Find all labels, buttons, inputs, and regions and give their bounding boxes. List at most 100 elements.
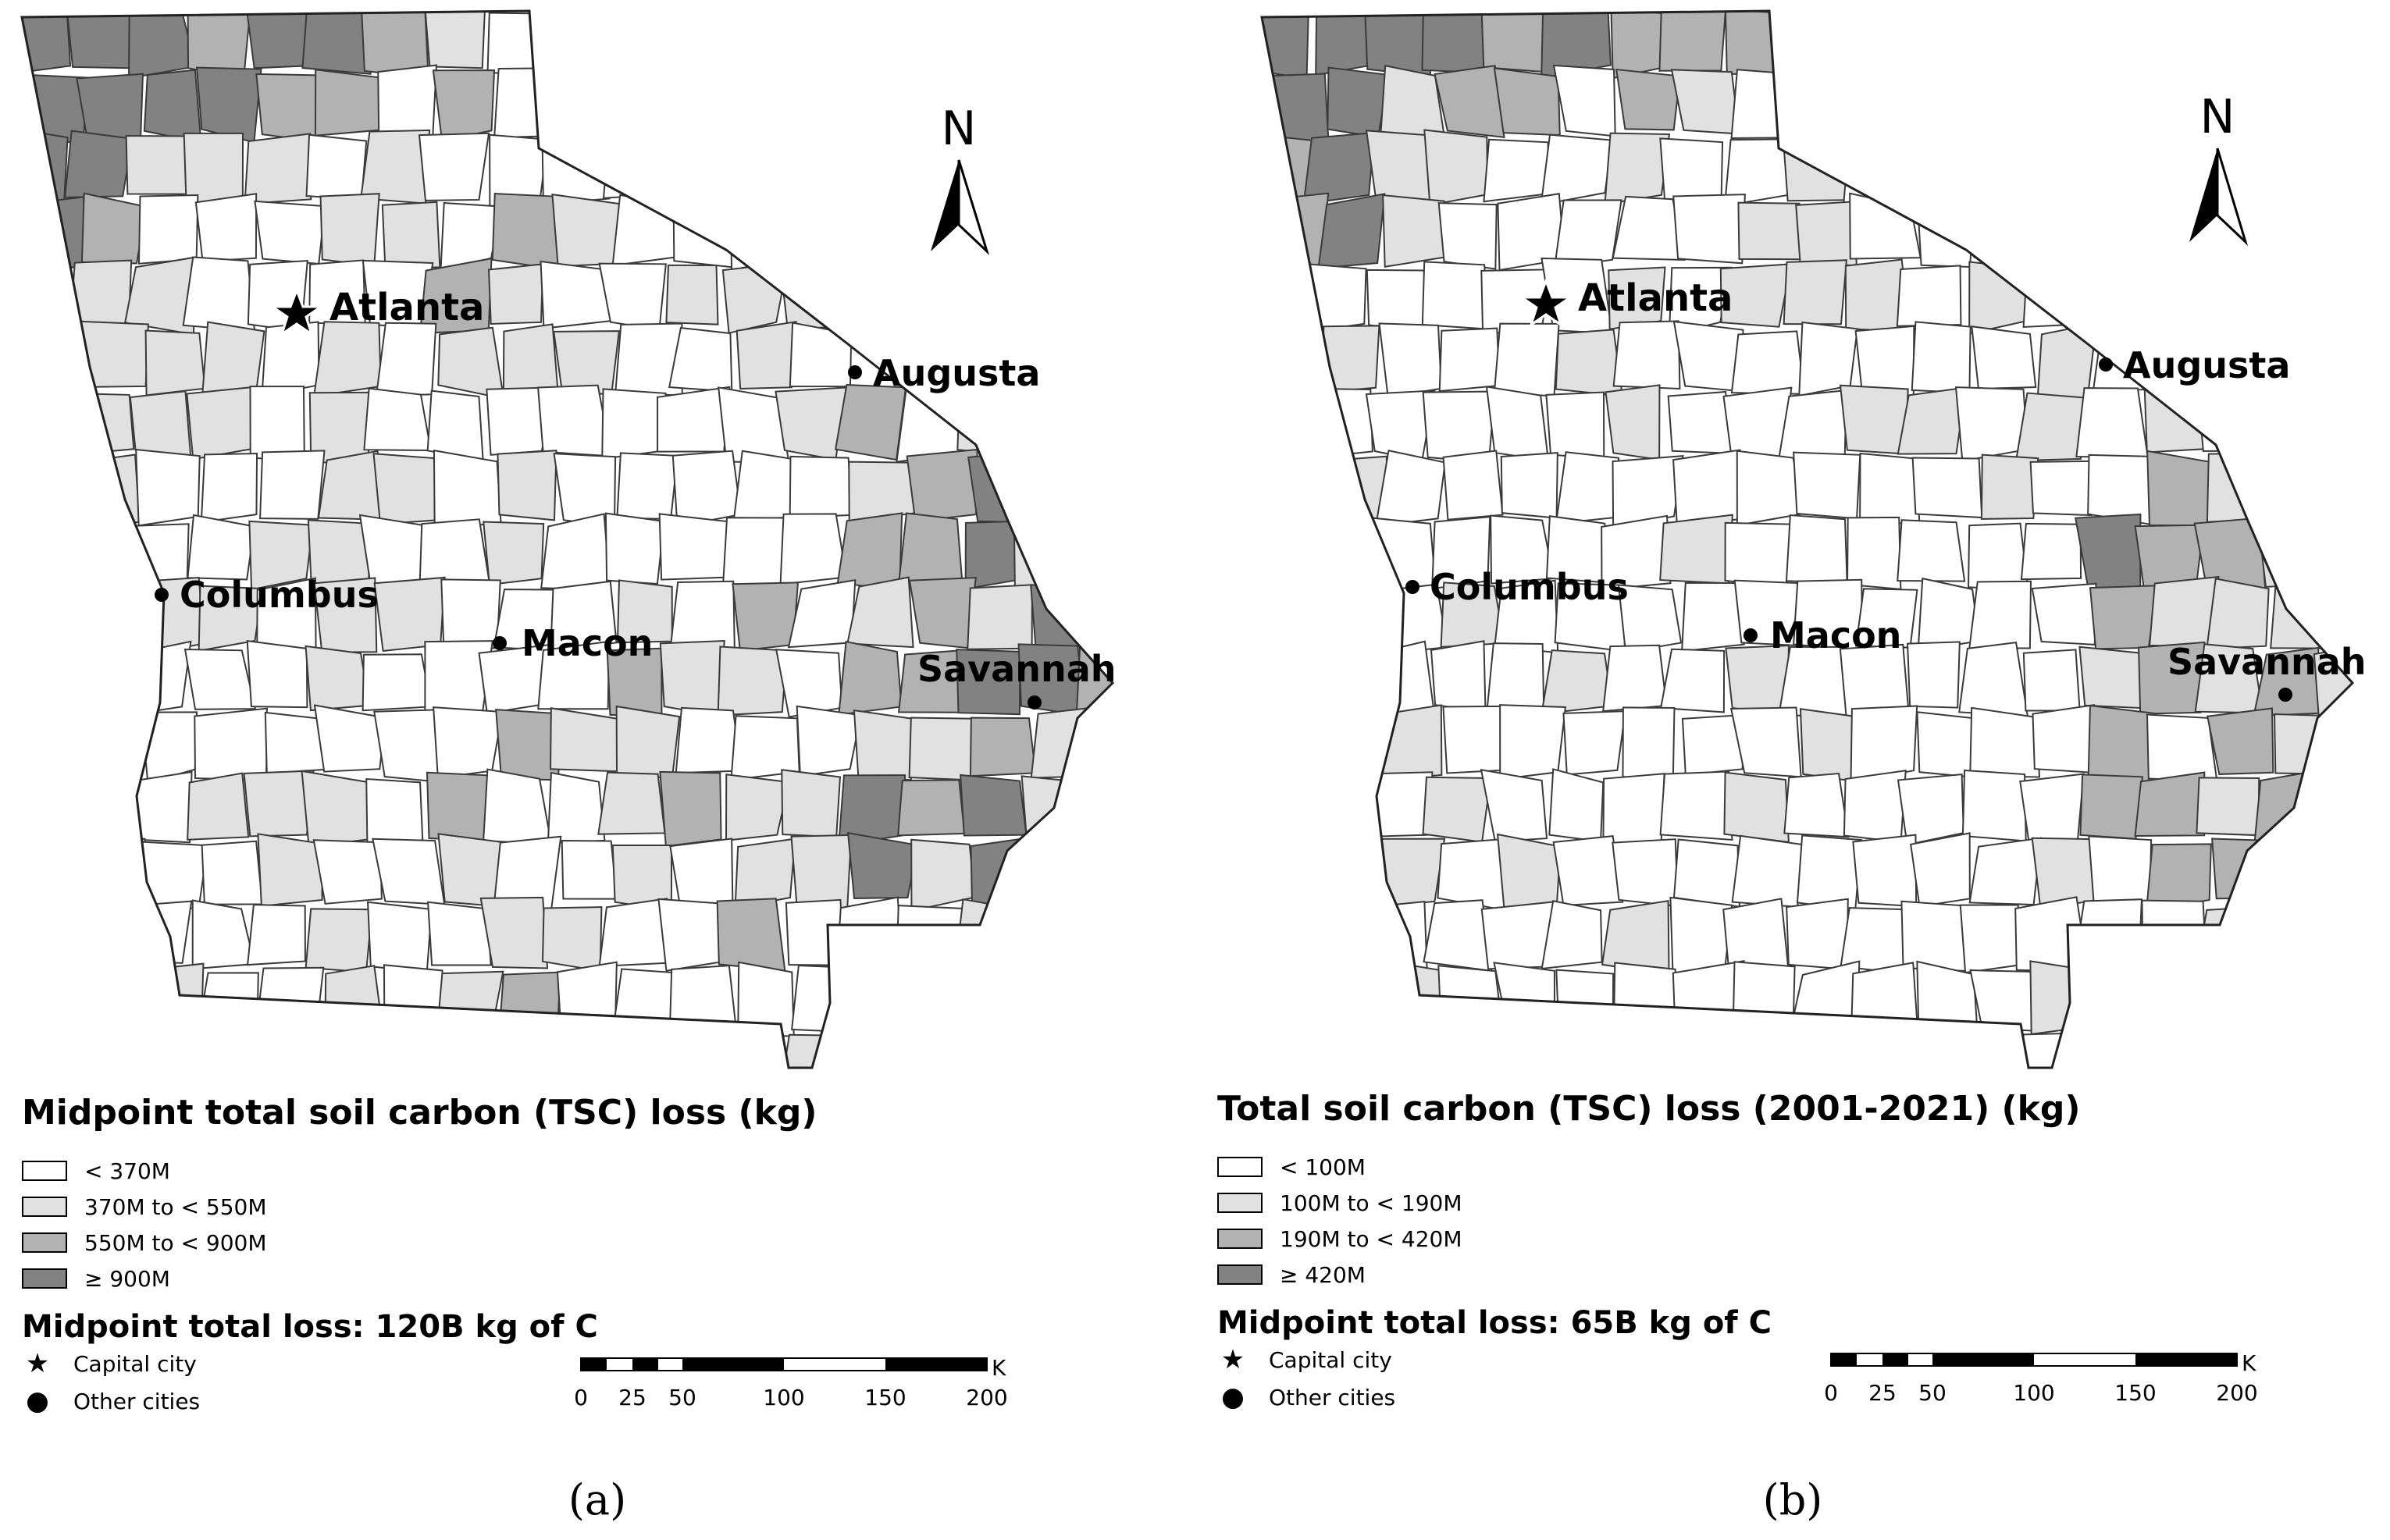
county — [2195, 1026, 2262, 1068]
county — [548, 1027, 610, 1068]
county — [1262, 385, 1315, 464]
city-markers: Augusta Columbus Macon Savannah — [1405, 344, 2366, 702]
county — [1094, 194, 1113, 265]
county — [781, 769, 842, 838]
county — [248, 520, 314, 591]
county — [427, 901, 492, 966]
legend-label: 100M to < 190M — [1280, 1190, 1462, 1216]
county — [840, 131, 902, 195]
city-label-savannah: Savannah — [2167, 641, 2366, 683]
county — [2076, 260, 2149, 325]
county — [426, 771, 492, 841]
panel-caption: (a) — [568, 1475, 627, 1524]
county — [64, 130, 134, 198]
county — [537, 384, 612, 457]
county — [910, 968, 980, 1030]
county — [789, 322, 856, 388]
legend-item: 100M to < 190M — [1217, 1185, 2081, 1221]
county — [1783, 127, 1851, 202]
county — [2092, 76, 2161, 140]
legend-title: Midpoint total soil carbon (TSC) loss (k… — [22, 1093, 817, 1133]
county — [2022, 649, 2081, 712]
county — [836, 512, 903, 592]
county — [1839, 384, 1909, 455]
scale-tick: 0 — [1824, 1380, 1838, 1406]
county — [22, 585, 82, 649]
legend-item: ≥ 900M — [22, 1261, 817, 1296]
county — [1085, 450, 1113, 521]
county — [905, 266, 966, 329]
scale-tick: 150 — [2114, 1380, 2156, 1406]
star-icon: ★ — [1220, 1344, 1245, 1375]
county — [2333, 839, 2353, 910]
county — [2206, 578, 2270, 650]
capital-legend-label: Capital city — [73, 1350, 197, 1377]
county — [1896, 265, 1962, 327]
county — [1031, 967, 1096, 1036]
county — [1617, 584, 1683, 653]
county — [418, 132, 490, 201]
county — [787, 579, 857, 649]
legend-item: < 370M — [22, 1153, 817, 1189]
county — [790, 834, 853, 909]
county — [1850, 67, 1922, 133]
county — [1317, 193, 1386, 269]
county — [22, 11, 72, 74]
county — [657, 11, 730, 76]
county — [313, 577, 378, 653]
legend-swatch — [1217, 1264, 1263, 1285]
legend-swatch — [22, 1268, 67, 1289]
county — [1499, 704, 1567, 781]
county — [1786, 898, 1849, 970]
county — [1303, 902, 1367, 969]
county — [2020, 522, 2082, 581]
legend-item: 370M to < 550M — [22, 1189, 817, 1225]
scale-tick: 200 — [2216, 1380, 2257, 1406]
county — [187, 772, 250, 841]
county — [80, 192, 148, 265]
county — [1303, 522, 1375, 585]
county — [601, 11, 671, 74]
county — [1973, 194, 2038, 270]
county — [22, 1024, 73, 1068]
county — [1262, 73, 1330, 143]
county — [1483, 138, 1549, 203]
county — [1262, 11, 1309, 80]
scale-tick: 0 — [574, 1385, 588, 1410]
city-markers: Augusta Columbus Macon Savannah — [155, 352, 1116, 710]
scale-bar: Kilometers 0 25 50 100 150 200 — [1824, 1352, 2257, 1406]
county — [1837, 11, 1901, 70]
county — [137, 962, 205, 1037]
county — [23, 834, 90, 902]
county — [1799, 72, 1864, 144]
map-panel-a: N Atlanta Augusta Columbus Macon Savanna… — [20, 9, 1116, 1524]
county — [1438, 327, 1501, 393]
county — [1308, 640, 1377, 719]
county — [788, 194, 860, 272]
county — [1262, 517, 1318, 583]
county — [1378, 322, 1443, 398]
scale-tick: 50 — [668, 1385, 696, 1410]
county — [2256, 512, 2327, 589]
county — [1900, 900, 1970, 973]
scale-tick: 50 — [1918, 1380, 1947, 1406]
county — [243, 770, 315, 838]
county — [201, 840, 264, 905]
county — [63, 776, 131, 847]
county — [2075, 387, 2150, 459]
county — [22, 265, 72, 335]
county — [720, 1026, 778, 1068]
county — [2146, 450, 2216, 527]
county — [2253, 768, 2325, 845]
county — [1540, 649, 1614, 715]
county — [22, 905, 78, 973]
county — [908, 577, 977, 649]
county — [668, 965, 739, 1037]
county — [2260, 11, 2328, 74]
county — [736, 321, 797, 390]
county-grid — [22, 11, 1113, 1068]
county — [483, 768, 553, 845]
county — [1602, 644, 1668, 713]
county — [372, 453, 438, 525]
county — [68, 1029, 131, 1068]
